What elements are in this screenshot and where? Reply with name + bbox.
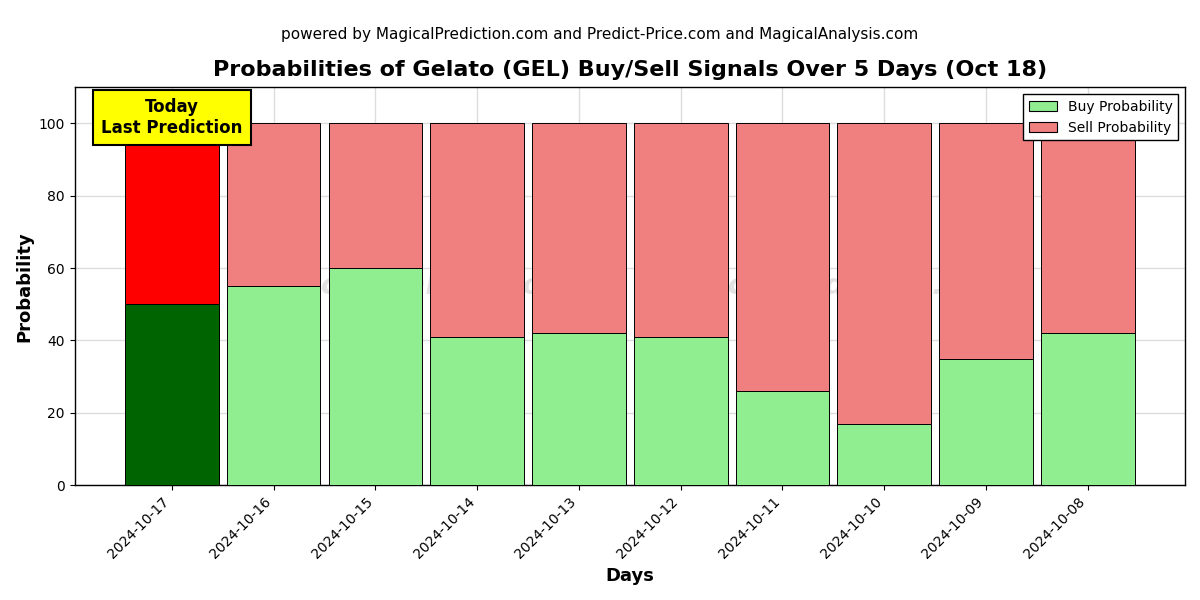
Title: Probabilities of Gelato (GEL) Buy/Sell Signals Over 5 Days (Oct 18): Probabilities of Gelato (GEL) Buy/Sell S… xyxy=(212,60,1046,80)
Text: MagicalAnalysis.com: MagicalAnalysis.com xyxy=(245,272,570,300)
Bar xyxy=(940,123,1033,359)
Bar xyxy=(532,333,625,485)
Bar xyxy=(736,123,829,391)
Bar xyxy=(838,123,931,424)
Bar xyxy=(329,123,422,268)
Bar xyxy=(838,424,931,485)
Bar xyxy=(227,123,320,286)
Bar xyxy=(1040,333,1134,485)
Bar xyxy=(634,337,727,485)
Bar xyxy=(431,123,524,337)
X-axis label: Days: Days xyxy=(605,567,654,585)
Text: powered by MagicalPrediction.com and Predict-Price.com and MagicalAnalysis.com: powered by MagicalPrediction.com and Pre… xyxy=(281,27,919,42)
Bar xyxy=(940,359,1033,485)
Bar xyxy=(736,391,829,485)
Bar xyxy=(532,123,625,333)
Bar xyxy=(431,337,524,485)
Bar xyxy=(329,268,422,485)
Legend: Buy Probability, Sell Probability: Buy Probability, Sell Probability xyxy=(1024,94,1178,140)
Text: Today
Last Prediction: Today Last Prediction xyxy=(101,98,242,137)
Text: MagicalPrediction.com: MagicalPrediction.com xyxy=(652,272,1007,300)
Bar xyxy=(125,304,218,485)
Bar xyxy=(1040,123,1134,333)
Bar xyxy=(125,123,218,304)
Y-axis label: Probability: Probability xyxy=(16,231,34,341)
Bar xyxy=(227,286,320,485)
Bar xyxy=(634,123,727,337)
